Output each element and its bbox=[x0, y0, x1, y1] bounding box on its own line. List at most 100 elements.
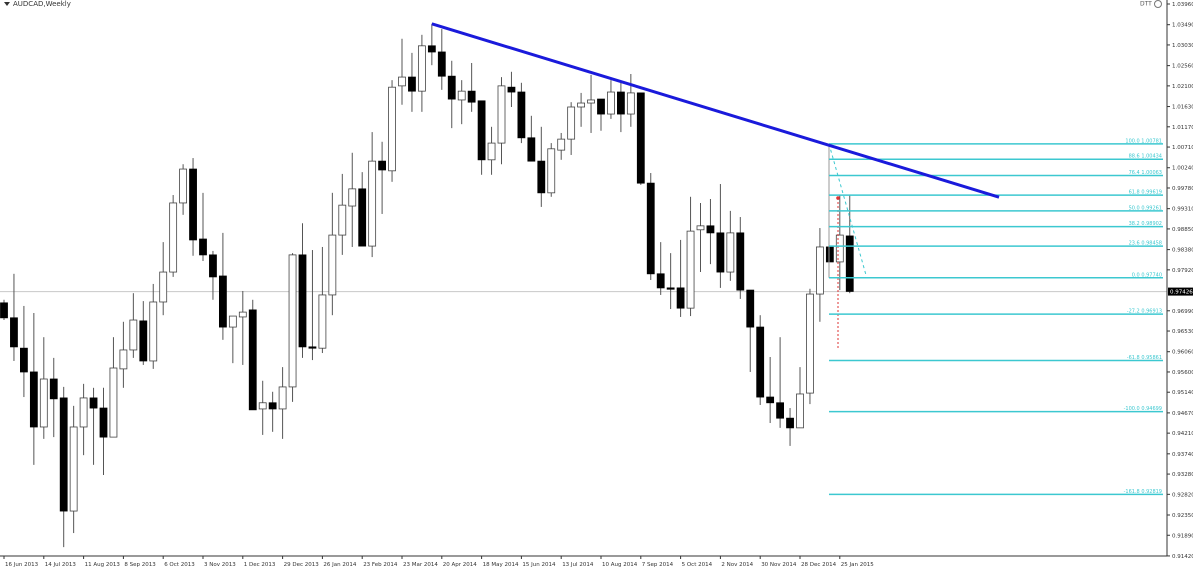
candle-body bbox=[49, 378, 58, 400]
time-tick-label: 8 Sep 2013 bbox=[124, 562, 156, 568]
candle-body bbox=[845, 235, 854, 292]
candle-body bbox=[816, 246, 824, 295]
candle-body bbox=[736, 232, 745, 291]
current-price-label: 0.97426 bbox=[1170, 290, 1193, 296]
fibonacci-expansion[interactable]: 100.0 1.00781 88.6 1.00434 76.4 1.00063 61.… bbox=[828, 138, 1163, 496]
candle bbox=[189, 158, 197, 256]
candle-body bbox=[109, 367, 118, 438]
indicator-name: DTT bbox=[1140, 0, 1152, 8]
candle-body bbox=[368, 160, 377, 247]
candle bbox=[766, 356, 775, 424]
candle bbox=[59, 386, 68, 548]
candle-body bbox=[89, 397, 98, 409]
candle bbox=[825, 246, 834, 263]
candle bbox=[597, 98, 605, 131]
candle-body bbox=[646, 182, 655, 275]
fib-handle bbox=[836, 196, 840, 200]
candle-body bbox=[636, 92, 645, 184]
candle-body bbox=[199, 238, 207, 256]
candle bbox=[786, 408, 794, 446]
time-tick-label: 23 Mar 2014 bbox=[403, 562, 438, 568]
candle bbox=[835, 195, 844, 291]
candle bbox=[656, 242, 665, 295]
candle bbox=[408, 52, 416, 112]
time-tick-label: 13 Jul 2014 bbox=[562, 562, 594, 568]
candle bbox=[338, 173, 347, 255]
candle-body bbox=[139, 320, 148, 362]
price-tick-label: 0.98850 bbox=[1172, 227, 1193, 233]
candle bbox=[796, 367, 804, 429]
candle-body bbox=[656, 273, 665, 289]
price-axis[interactable]: 1.03960 1.03490 1.03030 1.02560 1.02100 1.016… bbox=[1166, 0, 1193, 560]
candle bbox=[666, 253, 675, 310]
price-tick-label: 0.95600 bbox=[1172, 370, 1193, 376]
candle bbox=[537, 126, 546, 207]
fib-level-label: 76.4 1.00063 bbox=[1129, 170, 1162, 176]
time-tick-label: 14 Jul 2013 bbox=[45, 562, 77, 568]
candle-body bbox=[567, 106, 576, 140]
candle bbox=[258, 380, 267, 435]
time-tick-label: 6 Oct 2013 bbox=[164, 562, 195, 568]
time-axis[interactable]: 16 Jun 2013 14 Jul 2013 11 Aug 2013 8 Sep 2… bbox=[0, 555, 1167, 568]
candle bbox=[328, 192, 337, 316]
candle-body bbox=[179, 168, 188, 204]
candle bbox=[209, 250, 217, 300]
price-tick-label: 0.99780 bbox=[1172, 186, 1193, 192]
candle-body bbox=[796, 393, 804, 429]
price-tick-label: 0.92820 bbox=[1172, 492, 1193, 498]
candle-body bbox=[169, 202, 178, 273]
candle-body bbox=[328, 234, 337, 296]
candle-body bbox=[338, 204, 347, 236]
time-tick-label: 29 Dec 2013 bbox=[284, 562, 320, 568]
candle bbox=[119, 321, 128, 388]
candles bbox=[0, 23, 854, 548]
trendline[interactable] bbox=[431, 22, 1000, 199]
candle-body bbox=[597, 98, 605, 115]
candle bbox=[238, 290, 247, 365]
price-tick-label: 0.93740 bbox=[1172, 452, 1193, 458]
candle-body bbox=[696, 225, 705, 231]
candle bbox=[149, 283, 158, 369]
candle bbox=[10, 273, 18, 361]
price-tick-label: 1.03030 bbox=[1172, 43, 1193, 49]
candle bbox=[676, 239, 685, 317]
candle-body bbox=[129, 319, 138, 351]
candle-body bbox=[388, 86, 396, 172]
candle bbox=[248, 299, 257, 411]
candle bbox=[228, 315, 237, 364]
time-tick-label: 28 Dec 2014 bbox=[801, 562, 837, 568]
candle-body bbox=[577, 102, 585, 108]
candle-body bbox=[427, 45, 436, 53]
candle bbox=[0, 299, 8, 321]
time-tick-label: 11 Aug 2013 bbox=[85, 562, 121, 568]
price-tick-label: 0.97920 bbox=[1172, 268, 1193, 274]
time-tick-label: 18 May 2014 bbox=[483, 562, 519, 568]
candle-body bbox=[159, 271, 168, 303]
price-tick-label: 0.95140 bbox=[1172, 390, 1193, 396]
candle bbox=[427, 23, 436, 66]
candle-body bbox=[228, 315, 237, 328]
candle-body bbox=[467, 90, 476, 103]
candle-body bbox=[59, 397, 68, 512]
fib-level-label: 38.2 0.98902 bbox=[1129, 221, 1162, 227]
time-tick-label: 25 Jan 2015 bbox=[841, 562, 874, 568]
time-tick-label: 23 Feb 2014 bbox=[363, 562, 398, 568]
candle bbox=[776, 337, 784, 428]
candle-body bbox=[557, 138, 566, 151]
candle bbox=[716, 184, 725, 288]
candle bbox=[129, 293, 138, 358]
candle-body bbox=[39, 378, 48, 428]
symbol-title: AUDCAD,Weekly bbox=[13, 0, 71, 8]
dropdown-triangle-icon[interactable] bbox=[4, 2, 10, 6]
candle bbox=[437, 29, 446, 90]
candle bbox=[467, 62, 476, 112]
price-tick-label: 1.00710 bbox=[1172, 145, 1193, 151]
candle bbox=[417, 34, 426, 112]
candle-body bbox=[308, 346, 317, 349]
candle-body bbox=[537, 160, 546, 194]
current-price-box bbox=[1168, 287, 1193, 296]
fib-level-label: 100.0 1.00781 bbox=[1125, 138, 1162, 144]
indicator-settings-icon[interactable] bbox=[1153, 0, 1162, 8]
candle-body bbox=[69, 426, 78, 512]
